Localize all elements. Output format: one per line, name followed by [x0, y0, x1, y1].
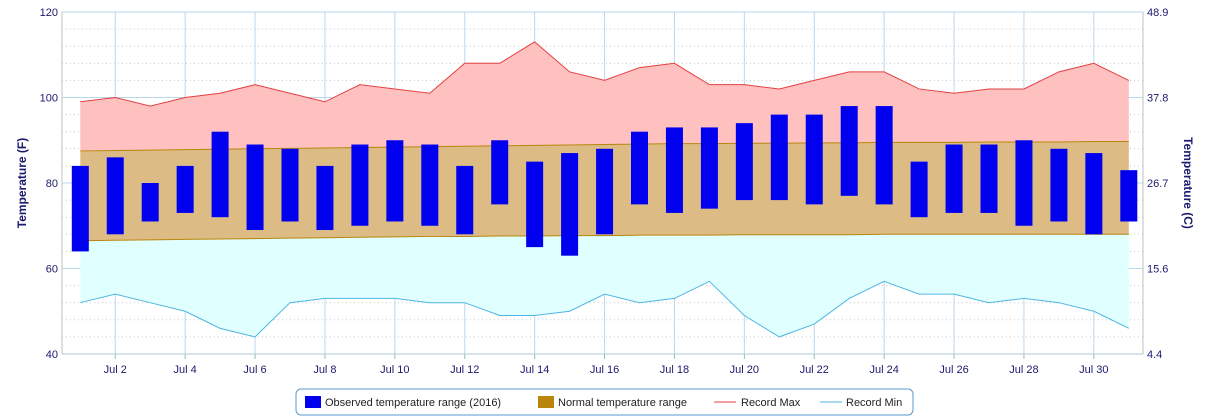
observed-range-bar: [71, 165, 89, 252]
normal-low-line: [80, 233, 1129, 242]
record-min-fill: [80, 234, 1129, 337]
y-axis-title: Temperature (F): [15, 138, 29, 228]
observed-range-bar: [735, 123, 753, 201]
y2-axis-title: Temperature (C): [1181, 137, 1195, 229]
observed-range-bar: [700, 127, 718, 209]
x-tick-label: Jul 26: [939, 364, 968, 376]
legend-item-label: Observed temperature range (2016): [325, 397, 501, 409]
observed-range-bar: [386, 140, 404, 222]
y-tick-label: 60: [46, 264, 58, 276]
x-tick-label: Jul 22: [800, 364, 829, 376]
legend-item-label: Record Min: [846, 397, 902, 409]
observed-range-bar: [351, 144, 369, 226]
y2-tick-label: 4.4: [1147, 349, 1162, 361]
observed-range-bar: [631, 131, 648, 205]
y-tick-label: 40: [46, 349, 58, 361]
legend-swatch: [538, 396, 554, 408]
y-tick-label: 100: [40, 93, 58, 105]
observed-range-bar: [1015, 140, 1033, 226]
observed-range-bar: [211, 131, 229, 218]
observed-range-bar: [491, 140, 509, 205]
y2-tick-label: 37.8: [1147, 93, 1168, 105]
axis-layer: Temperature (F) Temperature (C) 40 4.4 60 1…: [15, 7, 1195, 376]
observed-range-bar: [805, 114, 823, 205]
x-tick-label: Jul 4: [174, 364, 197, 376]
x-tick-label: Jul 8: [313, 364, 336, 376]
observed-range-bar: [945, 144, 963, 213]
observed-range-bar: [456, 165, 474, 235]
x-tick-label: Jul 20: [730, 364, 759, 376]
x-tick-label: Jul 2: [104, 364, 127, 376]
observed-range-bar: [246, 144, 264, 231]
observed-range-bar: [910, 161, 928, 218]
x-tick-label: Jul 6: [243, 364, 266, 376]
y-tick-label: 120: [40, 7, 58, 19]
x-tick-label: Jul 30: [1079, 364, 1108, 376]
observed-range-bar: [875, 106, 893, 205]
observed-range-bar: [526, 161, 544, 248]
observed-range-bar: [1050, 148, 1068, 222]
observed-range-bar: [770, 114, 788, 201]
legend-swatch: [305, 396, 321, 408]
observed-range-bar: [421, 144, 439, 226]
record-max-line: [80, 41, 1130, 107]
x-tick-label: Jul 28: [1009, 364, 1038, 376]
record-min-line: [80, 280, 1130, 338]
legend-box: [295, 388, 914, 416]
observed-range-bar: [561, 153, 579, 256]
y2-tick-label: 15.6: [1147, 264, 1168, 276]
y2-tick-label: 48.9: [1147, 7, 1168, 19]
x-tick-label: Jul 16: [590, 364, 619, 376]
bar-layer: [71, 106, 1138, 256]
x-tick-label: Jul 14: [520, 364, 549, 376]
legend[interactable]: Observed temperature range (2016) Normal …: [295, 388, 914, 416]
y-tick-label: 80: [46, 178, 58, 190]
x-tick-label: Jul 24: [869, 364, 898, 376]
observed-range-bar: [176, 165, 194, 213]
legend-item-label: Record Max: [741, 397, 801, 409]
record-max-fill: [80, 41, 1129, 151]
observed-range-bar: [281, 148, 299, 222]
legend-item-label: Normal temperature range: [558, 397, 687, 409]
x-tick-label: Jul 10: [380, 364, 409, 376]
observed-range-bar: [596, 148, 614, 235]
line-layer: [80, 41, 1130, 338]
observed-range-bar: [106, 157, 124, 235]
x-tick-label: Jul 18: [660, 364, 689, 376]
observed-range-bar: [141, 183, 159, 222]
observed-range-bar: [1120, 170, 1138, 222]
observed-range-bar: [980, 144, 998, 213]
observed-range-bar: [1085, 153, 1103, 235]
observed-range-bar: [665, 127, 683, 213]
observed-range-bar: [840, 106, 858, 196]
y2-tick-label: 26.7: [1147, 178, 1168, 190]
x-tick-label: Jul 12: [450, 364, 479, 376]
observed-range-bar: [316, 165, 334, 231]
